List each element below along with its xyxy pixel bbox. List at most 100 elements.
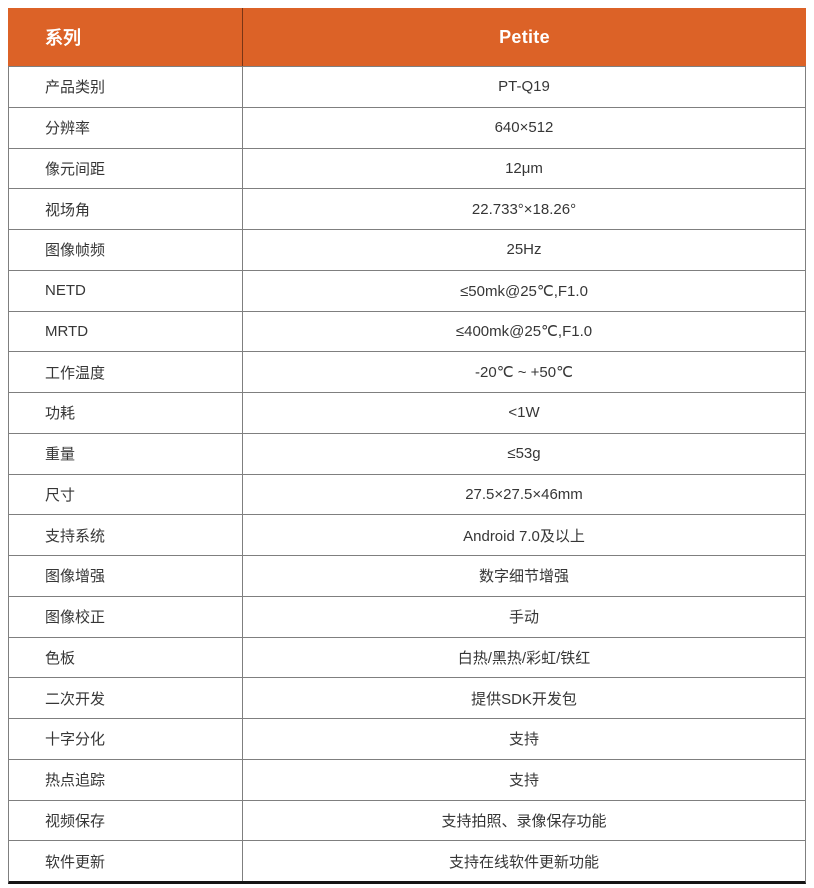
spec-label-cell: 图像校正 — [9, 596, 243, 637]
table-row: 支持系统 Android 7.0及以上 — [9, 514, 805, 555]
spec-value-cell: 支持在线软件更新功能 — [243, 841, 805, 881]
spec-value-cell: 提供SDK开发包 — [243, 678, 805, 718]
spec-label: 图像增强 — [45, 568, 106, 586]
spec-value: 12μm — [505, 159, 543, 177]
spec-label: 工作温度 — [45, 364, 106, 382]
spec-label-cell: 热点追踪 — [9, 759, 243, 800]
spec-value-cell: -20℃ ~ +50℃ — [243, 352, 805, 392]
spec-label-cell: 像元间距 — [9, 148, 243, 189]
table-row: 图像帧频 25Hz — [9, 229, 805, 270]
spec-label: 重量 — [45, 446, 76, 464]
spec-label: MRTD — [45, 322, 89, 340]
spec-value-cell: 25Hz — [243, 230, 805, 270]
spec-value: 27.5×27.5×46mm — [465, 485, 583, 503]
spec-value: 640×512 — [494, 119, 554, 137]
spec-value-cell: 白热/黑热/彩虹/铁红 — [243, 638, 805, 678]
spec-label-cell: 十字分化 — [9, 719, 243, 759]
table-row: 尺寸 27.5×27.5×46mm — [9, 473, 805, 515]
table-row: 二次开发 提供SDK开发包 — [9, 677, 805, 718]
table-row: 产品类别 PT-Q19 — [9, 66, 805, 107]
spec-value: Android 7.0及以上 — [463, 527, 585, 545]
spec-value: 手动 — [508, 609, 539, 627]
spec-label-cell: 色板 — [9, 637, 243, 678]
model-header-cell: Petite — [243, 8, 806, 66]
spec-label-cell: 功耗 — [9, 393, 243, 433]
spec-table-header-row: 系列 Petite — [8, 8, 806, 66]
spec-value: <1W — [508, 404, 540, 422]
spec-label-cell: 重量 — [9, 433, 243, 474]
table-row: 视场角 22.733°×18.26° — [9, 188, 805, 229]
spec-label: 产品类别 — [45, 79, 106, 97]
spec-label-cell: NETD — [9, 270, 243, 311]
spec-value-cell: 数字细节增强 — [243, 556, 805, 596]
spec-label: 分辨率 — [45, 120, 91, 138]
table-row: 视频保存 支持拍照、录像保存功能 — [9, 799, 805, 841]
table-row: 分辨率 640×512 — [9, 106, 805, 148]
spec-label: NETD — [45, 282, 86, 300]
spec-label-cell: MRTD — [9, 311, 243, 352]
spec-value-cell: ≤400mk@25℃,F1.0 — [243, 312, 805, 352]
spec-value-cell: ≤50mk@25℃,F1.0 — [243, 271, 805, 311]
spec-value-cell: 手动 — [243, 597, 805, 637]
spec-table: 系列 Petite 产品类别 PT-Q19 分辨率 640×512 像元间距 1… — [8, 8, 806, 884]
spec-value-cell: Android 7.0及以上 — [243, 515, 805, 555]
table-row: 十字分化 支持 — [9, 718, 805, 759]
spec-label: 视频保存 — [45, 812, 106, 830]
spec-value-cell: 27.5×27.5×46mm — [243, 475, 805, 515]
model-name-label: Petite — [499, 26, 550, 47]
spec-label-cell: 视频保存 — [9, 800, 243, 841]
series-header-cell: 系列 — [8, 8, 243, 66]
spec-label-cell: 软件更新 — [9, 841, 243, 881]
spec-label-cell: 产品类别 — [9, 67, 243, 107]
table-row: 工作温度 -20℃ ~ +50℃ — [9, 351, 805, 392]
spec-value: 数字细节增强 — [478, 568, 569, 586]
series-header-label: 系列 — [45, 28, 81, 48]
table-row: 像元间距 12μm — [9, 147, 805, 189]
spec-label: 视场角 — [45, 201, 91, 219]
spec-label: 软件更新 — [45, 853, 106, 871]
table-row: 重量 ≤53g — [9, 432, 805, 474]
spec-label-cell: 图像帧频 — [9, 230, 243, 270]
spec-label: 功耗 — [45, 405, 76, 423]
spec-label: 二次开发 — [45, 690, 106, 708]
spec-label: 热点追踪 — [45, 772, 106, 790]
spec-value: 22.733°×18.26° — [471, 200, 577, 218]
spec-label: 色板 — [45, 649, 76, 667]
spec-value: ≤400mk@25℃,F1.0 — [455, 323, 593, 341]
spec-label-cell: 尺寸 — [9, 474, 243, 515]
spec-label: 像元间距 — [45, 160, 106, 178]
spec-label: 支持系统 — [45, 527, 106, 545]
table-row: 图像增强 数字细节增强 — [9, 555, 805, 596]
table-row: 色板 白热/黑热/彩虹/铁红 — [9, 636, 805, 678]
table-row: 软件更新 支持在线软件更新功能 — [9, 840, 805, 881]
spec-value-cell: 支持 — [243, 760, 805, 800]
spec-value: 25Hz — [506, 241, 542, 259]
spec-label: 十字分化 — [45, 731, 106, 749]
table-row: 图像校正 手动 — [9, 595, 805, 637]
spec-label-cell: 二次开发 — [9, 678, 243, 718]
spec-value: -20℃ ~ +50℃ — [475, 364, 573, 382]
spec-value: 支持拍照、录像保存功能 — [441, 812, 607, 830]
spec-label: 尺寸 — [45, 486, 76, 504]
spec-value: 支持在线软件更新功能 — [448, 853, 599, 871]
spec-value: 提供SDK开发包 — [471, 690, 577, 708]
spec-value: 白热/黑热/彩虹/铁红 — [457, 649, 591, 667]
table-row: 功耗 <1W — [9, 392, 805, 433]
spec-value-cell: <1W — [243, 393, 805, 433]
spec-label-cell: 工作温度 — [9, 352, 243, 392]
spec-label-cell: 图像增强 — [9, 556, 243, 596]
spec-value-cell: 22.733°×18.26° — [243, 189, 805, 229]
spec-value-cell: 12μm — [243, 149, 805, 189]
spec-value: 支持 — [508, 772, 539, 790]
table-row: NETD ≤50mk@25℃,F1.0 — [9, 269, 805, 311]
table-row: 热点追踪 支持 — [9, 758, 805, 800]
spec-value-cell: ≤53g — [243, 434, 805, 474]
spec-value-cell: 支持拍照、录像保存功能 — [243, 801, 805, 841]
spec-value: 支持 — [508, 731, 539, 749]
spec-label-cell: 支持系统 — [9, 515, 243, 555]
spec-label-cell: 分辨率 — [9, 107, 243, 148]
table-row: MRTD ≤400mk@25℃,F1.0 — [9, 310, 805, 352]
spec-value: ≤53g — [507, 445, 541, 463]
spec-value: ≤50mk@25℃,F1.0 — [460, 282, 588, 300]
